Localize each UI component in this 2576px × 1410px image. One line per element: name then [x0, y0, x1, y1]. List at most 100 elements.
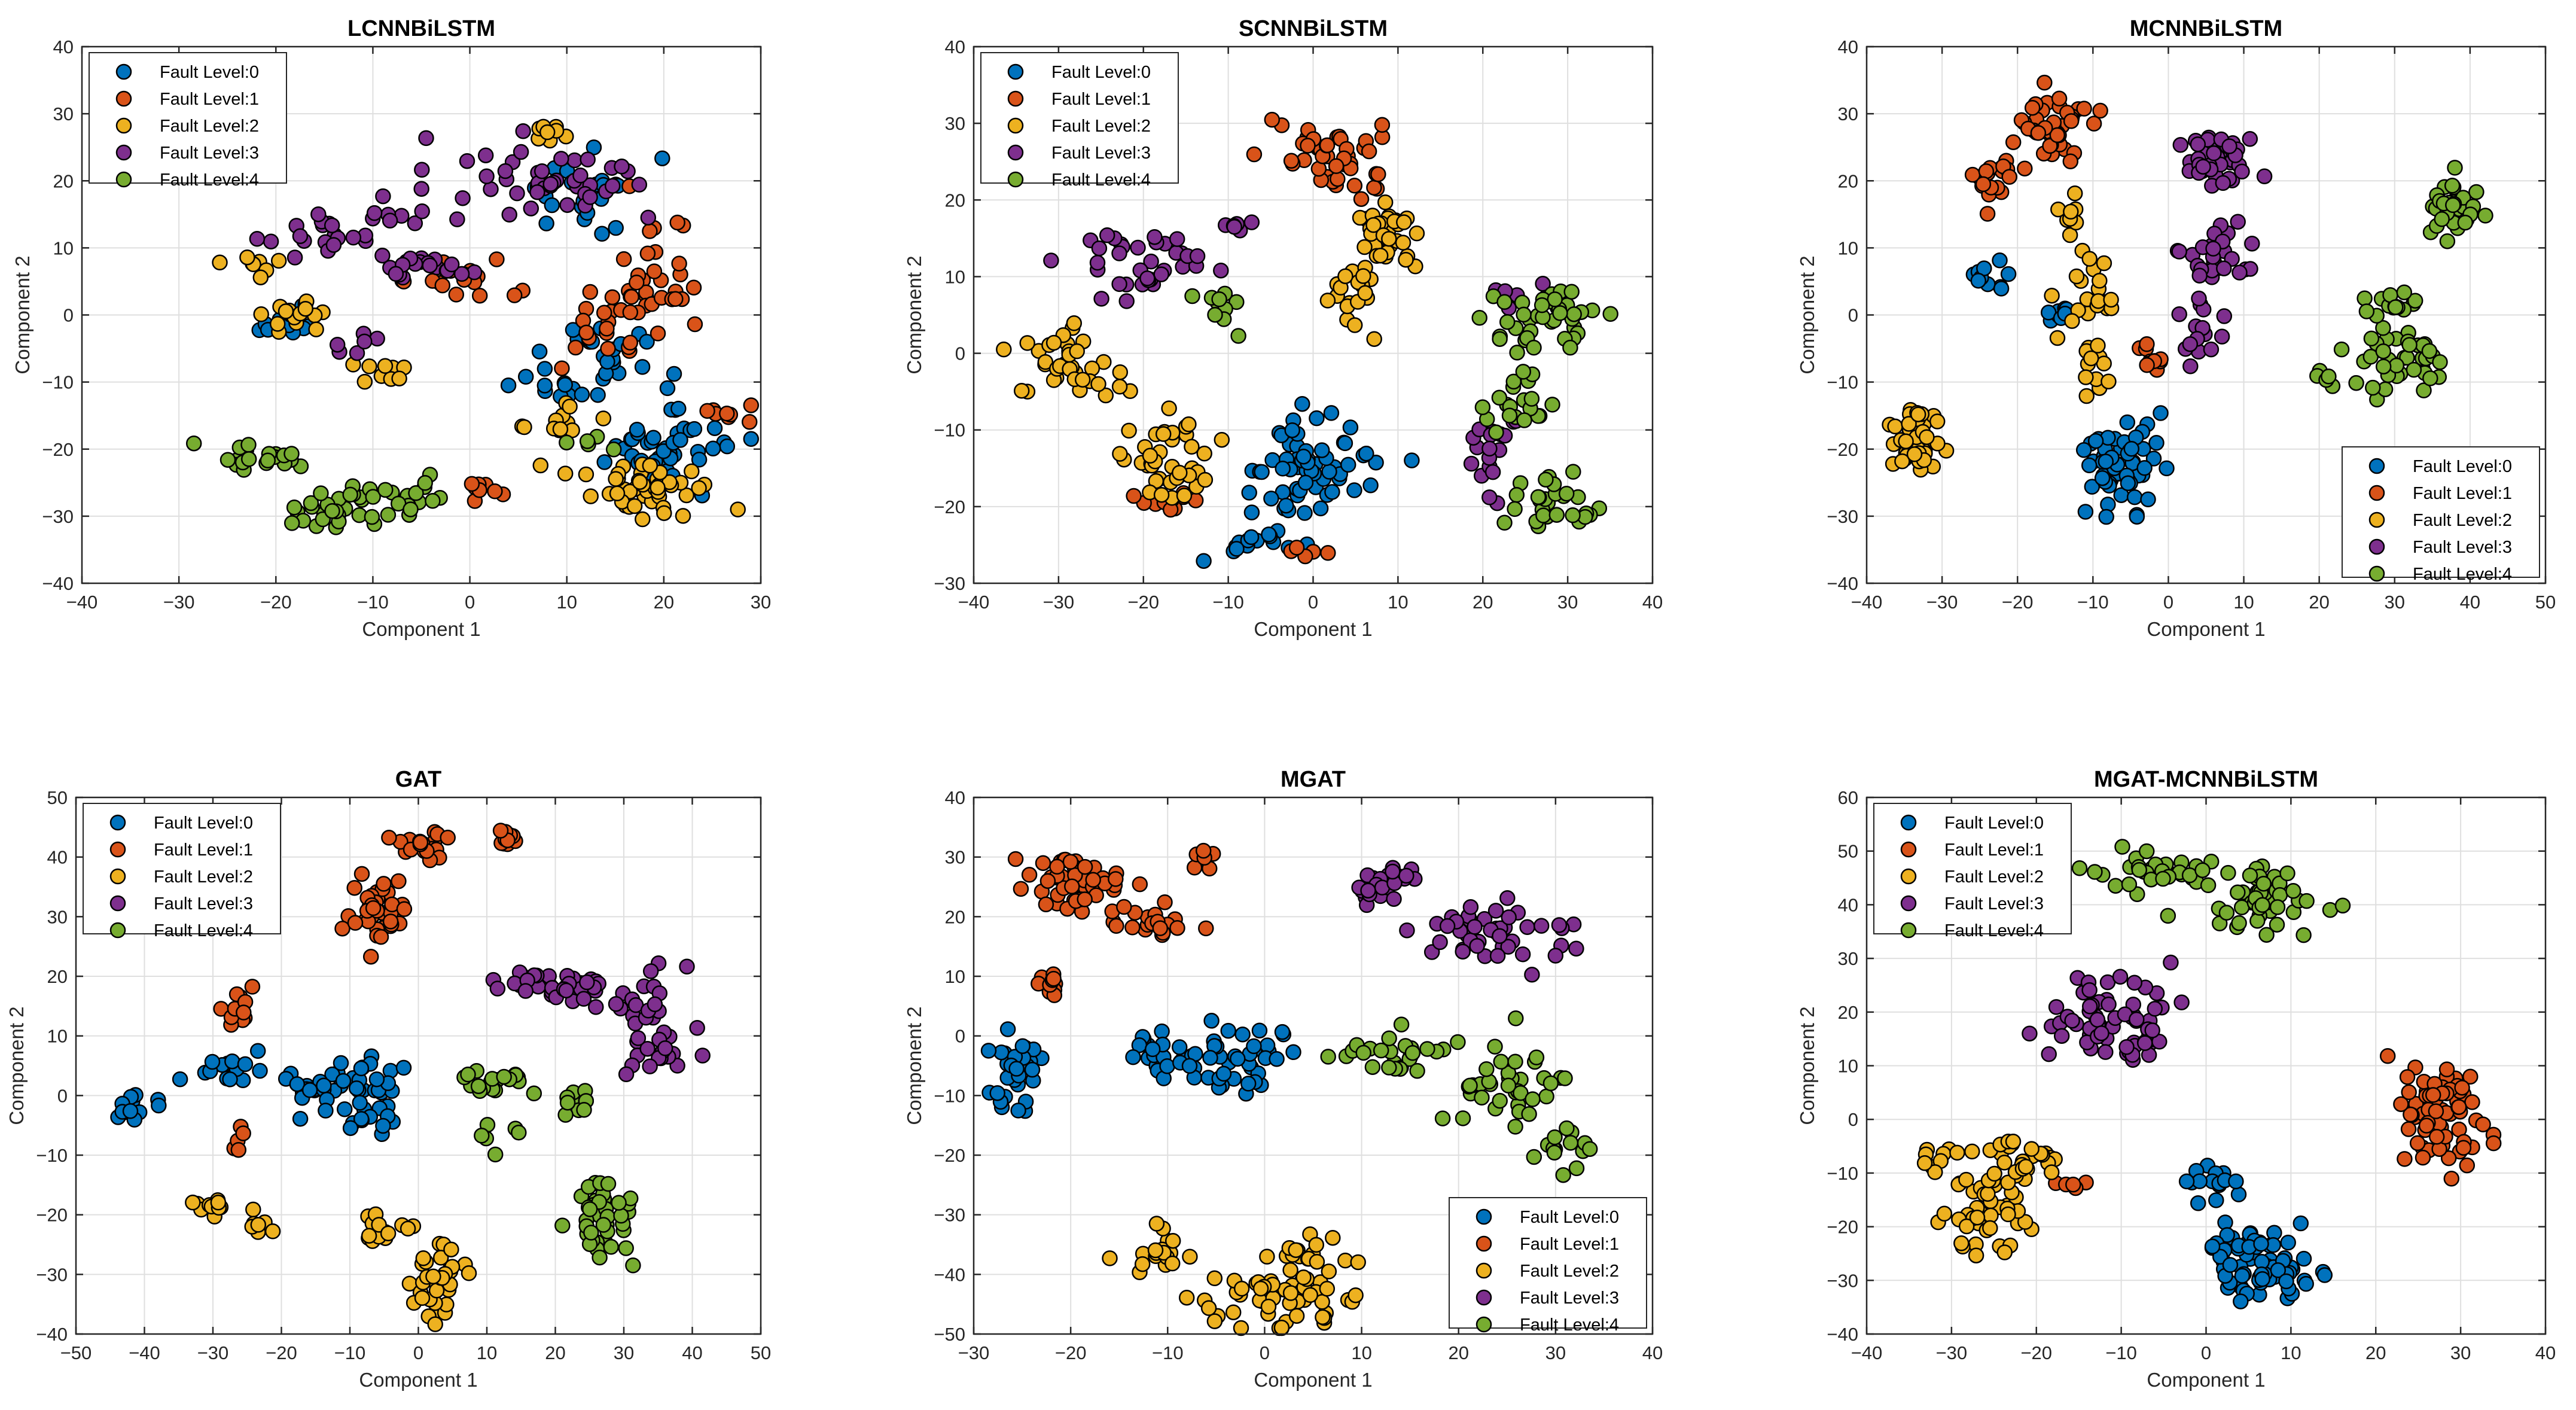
data-point-level-4 [526, 1085, 542, 1102]
data-point-level-0 [2136, 460, 2153, 476]
data-point-level-2 [1200, 1300, 1217, 1316]
data-point-level-0 [1274, 1024, 1291, 1040]
data-point-level-0 [292, 1110, 309, 1127]
x-tick-label: 30 [751, 592, 771, 613]
data-point-level-3 [2231, 264, 2248, 281]
data-point-level-3 [2144, 1022, 2160, 1039]
data-point-level-3 [2173, 994, 2190, 1010]
data-point-level-0 [599, 354, 615, 370]
data-point-level-3 [2205, 240, 2221, 257]
data-point-level-1 [1353, 191, 1370, 207]
legend: Fault Level:0 Fault Level:1 Fault Level:2 F… [1449, 1197, 1647, 1335]
data-point-level-4 [2254, 897, 2270, 913]
chart-mcnnbilstm: −40 −30 −20 −10 0 10 20 30 40 50 −40 −30 −20 −10 0 10 20… [1796, 16, 2556, 640]
data-point-level-4 [2071, 860, 2088, 876]
legend-marker-level-4 [2368, 565, 2385, 582]
data-point-level-3 [1469, 938, 1485, 954]
data-point-level-3 [1093, 291, 1109, 307]
data-point-level-1 [646, 263, 663, 279]
legend-marker-level-3 [109, 895, 126, 912]
data-point-level-1 [2462, 1068, 2479, 1085]
data-point-level-2 [2081, 251, 2098, 267]
data-point-level-0 [1241, 485, 1257, 501]
legend: Fault Level:0 Fault Level:1 Fault Level:2 F… [980, 52, 1179, 190]
data-point-level-4 [2333, 341, 2350, 358]
chart-title: MCNNBiLSTM [2130, 16, 2282, 41]
data-point-level-1 [582, 284, 599, 300]
data-point-level-3 [449, 211, 465, 227]
data-point-level-3 [1487, 903, 1504, 919]
data-point-level-1 [1330, 170, 1346, 187]
data-point-level-2 [361, 358, 377, 374]
data-point-level-0 [1992, 252, 2008, 269]
data-point-level-4 [1526, 1149, 1542, 1165]
legend: Fault Level:0 Fault Level:1 Fault Level:2 F… [89, 52, 287, 190]
data-point-level-0 [1309, 410, 1325, 427]
data-point-level-2 [380, 1225, 397, 1242]
data-point-level-3 [1551, 917, 1568, 933]
data-point-level-1 [1035, 855, 1051, 871]
data-point-level-2 [1969, 1209, 1986, 1226]
data-point-level-2 [2000, 1206, 2016, 1223]
legend-entry: Fault Level:4 [1520, 1315, 1619, 1335]
legend-entry: Fault Level:2 [1051, 117, 1151, 136]
data-point-level-4 [1488, 424, 1504, 441]
data-point-level-4 [618, 1240, 634, 1256]
data-point-level-0 [2148, 435, 2165, 451]
y-tick-label: 20 [945, 906, 965, 927]
data-point-level-4 [1355, 1044, 1371, 1061]
data-point-level-2 [1066, 315, 1083, 331]
data-point-level-3 [1091, 240, 1108, 257]
data-point-level-4 [1581, 1141, 1598, 1157]
data-point-level-4 [1434, 1110, 1451, 1126]
data-point-level-1 [1264, 111, 1281, 128]
data-point-level-4 [1526, 339, 1542, 356]
data-point-level-4 [2434, 211, 2450, 227]
data-point-level-0 [2081, 457, 2098, 474]
data-point-level-2 [1919, 429, 1935, 445]
data-point-level-4 [1563, 284, 1580, 300]
legend-entry: Fault Level:1 [160, 90, 259, 109]
data-point-level-4 [283, 446, 300, 462]
data-point-level-2 [1161, 400, 1177, 416]
data-point-level-0 [659, 380, 676, 397]
x-tick-label: 40 [1642, 592, 1663, 613]
data-point-level-3 [1463, 455, 1480, 472]
data-point-level-0 [2129, 508, 2145, 525]
data-point-level-3 [614, 159, 630, 175]
data-point-level-2 [2078, 369, 2094, 385]
data-point-level-2 [297, 300, 314, 317]
data-point-level-0 [1297, 505, 1313, 521]
data-point-level-0 [2298, 1275, 2314, 1292]
data-point-level-1 [1195, 842, 1212, 859]
data-point-level-4 [511, 1124, 527, 1141]
data-point-level-1 [235, 1125, 251, 1141]
data-point-level-3 [631, 176, 648, 193]
data-point-level-4 [2388, 299, 2404, 315]
data-point-level-2 [1395, 235, 1412, 251]
data-point-level-3 [1147, 229, 1163, 245]
legend-marker-level-0 [1476, 1208, 1492, 1225]
data-point-level-4 [283, 515, 300, 531]
legend-marker-level-3 [1476, 1289, 1492, 1306]
data-point-level-0 [2253, 1235, 2269, 1252]
data-point-level-1 [719, 406, 735, 422]
data-point-level-1 [382, 913, 399, 930]
data-point-level-1 [1064, 878, 1080, 895]
data-point-level-4 [2233, 899, 2250, 916]
data-point-level-1 [1198, 920, 1214, 937]
data-point-level-4 [1515, 364, 1532, 380]
data-point-level-2 [1325, 1229, 1341, 1246]
data-point-level-3 [375, 188, 391, 205]
data-point-level-4 [1492, 331, 1508, 347]
legend-entry: Fault Level:4 [1944, 921, 2044, 940]
x-tick-label: −10 [2105, 1342, 2137, 1363]
data-point-level-0 [2000, 266, 2017, 282]
data-point-level-1 [1169, 919, 1185, 936]
x-tick-label: 20 [654, 592, 674, 613]
data-point-level-1 [1116, 899, 1132, 915]
data-point-level-2 [1372, 247, 1389, 264]
data-point-level-3 [1467, 919, 1483, 935]
data-point-level-4 [2087, 864, 2103, 880]
data-point-level-0 [596, 454, 612, 470]
